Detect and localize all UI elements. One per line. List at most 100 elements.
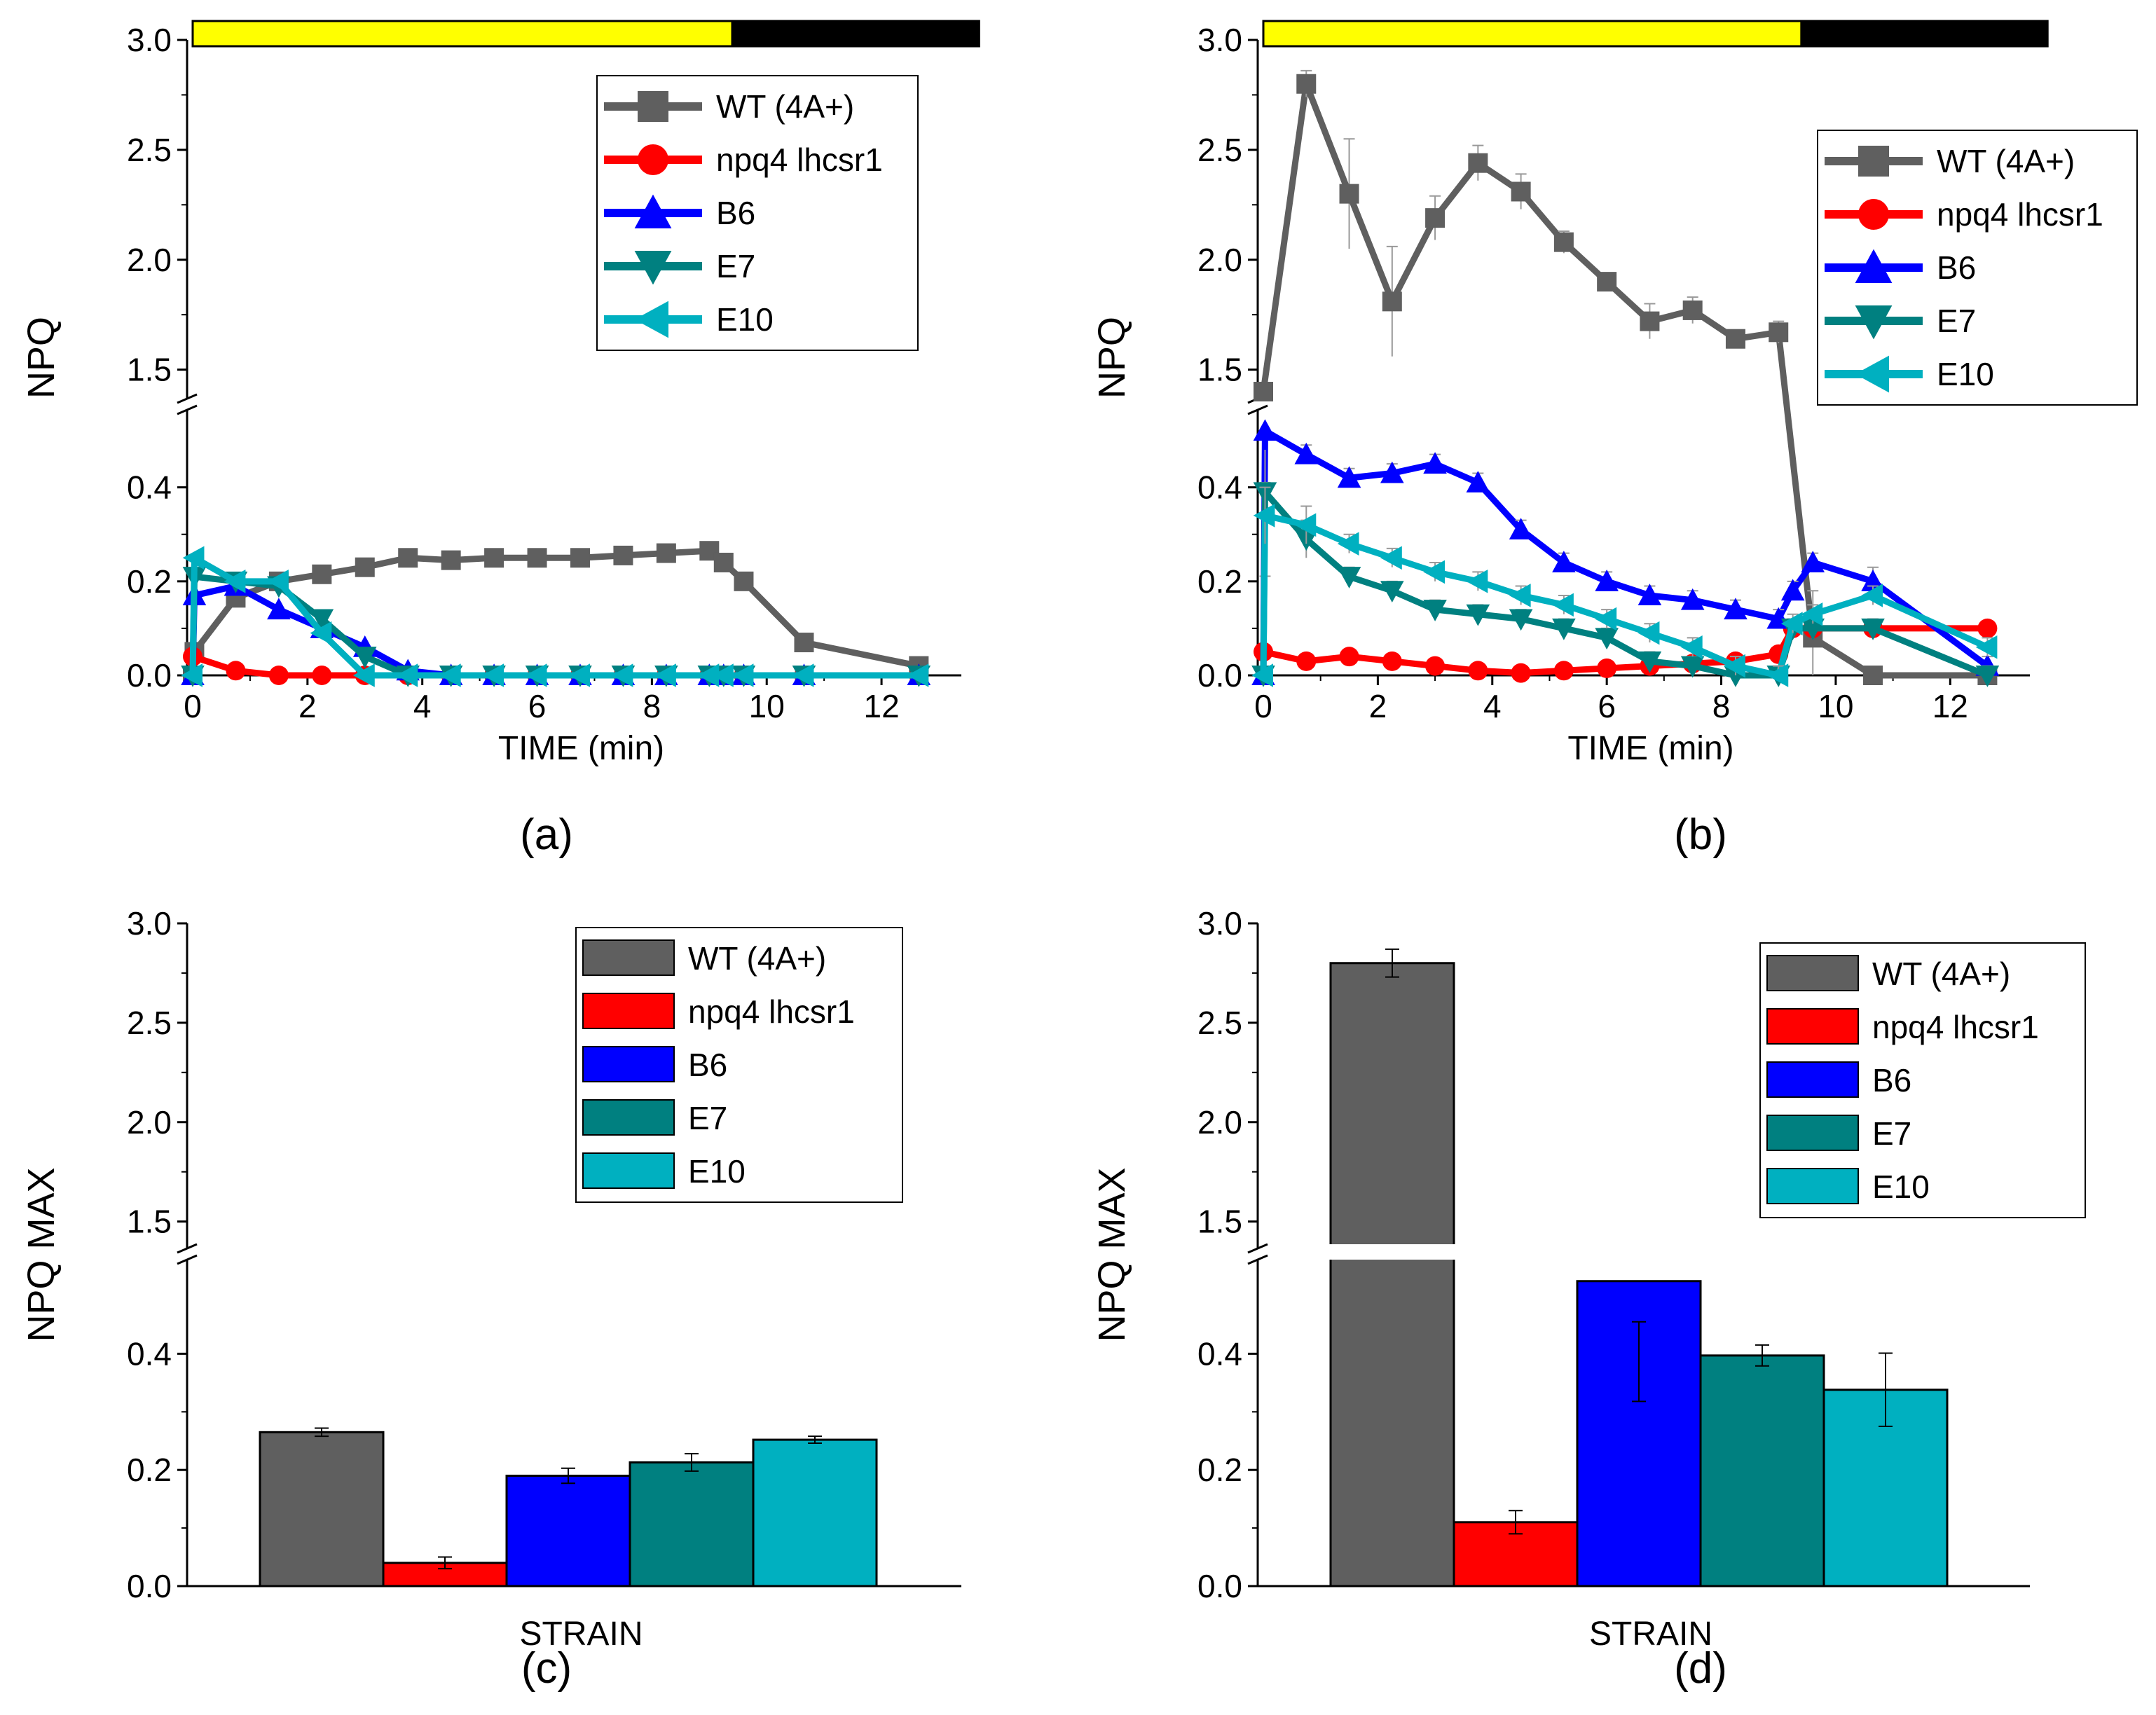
marker-square bbox=[1863, 666, 1883, 685]
marker-triangle-left bbox=[907, 663, 929, 687]
marker-triangle-left bbox=[654, 663, 676, 687]
legend-swatch bbox=[1766, 1061, 1859, 1098]
legend-label: WT (4A+) bbox=[716, 88, 854, 125]
y-axis-label: NPQ MAX bbox=[1091, 1167, 1133, 1342]
y-tick-label: 0.2 bbox=[1197, 1452, 1242, 1488]
y-tick-label: 2.0 bbox=[127, 242, 172, 278]
marker-triangle-down bbox=[634, 251, 672, 285]
y-tick-label: 0.0 bbox=[1197, 657, 1242, 694]
marker-triangle-left bbox=[1337, 532, 1359, 556]
marker-circle bbox=[1597, 658, 1617, 678]
marker-triangle-up bbox=[1724, 598, 1748, 620]
y-tick-label: 0.4 bbox=[1197, 1335, 1242, 1372]
legend-swatch bbox=[582, 1099, 675, 1136]
y-tick-label: 1.5 bbox=[1197, 352, 1242, 388]
marker-triangle-left bbox=[1509, 584, 1531, 607]
legend-label: E10 bbox=[1937, 356, 1994, 392]
marker-triangle-left bbox=[1380, 546, 1402, 570]
y-tick-label: 0.2 bbox=[127, 1452, 172, 1488]
bar-e7 bbox=[1699, 1354, 1825, 1587]
marker-triangle-up bbox=[1509, 518, 1533, 540]
marker-triangle-up bbox=[1595, 570, 1619, 591]
legend-label: npq4 lhcsr1 bbox=[1872, 1009, 2039, 1045]
panel-label: (a) bbox=[520, 811, 573, 859]
bar-wt-4a- bbox=[259, 1431, 385, 1587]
marker-square bbox=[484, 548, 504, 568]
marker-triangle-up bbox=[1337, 466, 1361, 488]
panel-label: (d) bbox=[1674, 1644, 1727, 1693]
y-tick-label: 0.0 bbox=[1197, 1568, 1242, 1604]
legend-label: E10 bbox=[716, 301, 774, 338]
marker-triangle-left bbox=[611, 663, 633, 687]
legend-label: E7 bbox=[1937, 303, 1976, 339]
marker-circle bbox=[1339, 647, 1359, 667]
marker-triangle-up bbox=[1855, 249, 1893, 283]
legend-swatch bbox=[1766, 1168, 1859, 1204]
marker-square bbox=[1597, 272, 1617, 292]
marker-triangle-left bbox=[1801, 602, 1823, 626]
y-tick-label: 2.5 bbox=[127, 132, 172, 168]
marker-square bbox=[1769, 322, 1789, 343]
marker-circle bbox=[1425, 656, 1446, 676]
marker-circle bbox=[1977, 618, 1998, 638]
x-tick-label: 6 bbox=[528, 688, 547, 724]
legend-label: npq4 lhcsr1 bbox=[688, 993, 855, 1030]
x-axis-label: TIME (min) bbox=[498, 730, 664, 767]
y-tick-label: 1.5 bbox=[127, 1204, 172, 1240]
marker-square bbox=[794, 633, 814, 653]
marker-square bbox=[1339, 184, 1359, 204]
bar-e10 bbox=[752, 1438, 878, 1587]
marker-circle bbox=[1553, 661, 1574, 681]
marker-triangle-left bbox=[182, 546, 205, 570]
series-e10 bbox=[1251, 486, 1998, 687]
light-period-bar bbox=[1262, 20, 1803, 48]
marker-square bbox=[355, 557, 375, 577]
marker-square bbox=[638, 91, 668, 122]
marker-triangle-left bbox=[224, 570, 246, 593]
legend-swatch bbox=[582, 939, 675, 976]
marker-triangle-left bbox=[1253, 504, 1275, 528]
marker-circle bbox=[268, 666, 289, 685]
marker-triangle-left bbox=[1552, 593, 1574, 617]
series-line bbox=[1260, 81, 1988, 679]
marker-triangle-left bbox=[634, 301, 668, 338]
marker-triangle-left bbox=[352, 663, 375, 687]
bar-break-gap bbox=[1328, 1244, 1457, 1260]
y-tick-label: 2.5 bbox=[1197, 1005, 1242, 1041]
marker-triangle-up bbox=[1466, 471, 1490, 493]
y-tick-label: 3.0 bbox=[1197, 22, 1242, 58]
marker-triangle-up bbox=[1253, 419, 1277, 441]
y-axis-label: NPQ bbox=[1091, 317, 1133, 399]
marker-square bbox=[613, 545, 633, 565]
marker-circle bbox=[312, 666, 332, 685]
panel-a: 0.0 0.2 0.4 1.5 2.0 2.5 3.0 NPQ 0 2 4 6 8 10 12 TIME (m… bbox=[20, 20, 980, 859]
x-tick-label: 12 bbox=[863, 688, 899, 724]
marker-square bbox=[1725, 329, 1745, 349]
marker-triangle-left bbox=[697, 663, 720, 687]
y-tick-label: 3.0 bbox=[127, 22, 172, 58]
legend-label: B6 bbox=[688, 1047, 727, 1083]
marker-square bbox=[1468, 153, 1488, 173]
marker-triangle-left bbox=[1637, 621, 1660, 645]
legend-label: E7 bbox=[688, 1100, 727, 1136]
legend-label: WT (4A+) bbox=[1872, 956, 2010, 992]
y-tick-label: 3.0 bbox=[1197, 905, 1242, 942]
y-axis-label: NPQ MAX bbox=[20, 1167, 62, 1342]
legend-swatch bbox=[1766, 1115, 1859, 1151]
marker-triangle-left bbox=[568, 663, 590, 687]
y-tick-label: 2.0 bbox=[127, 1104, 172, 1141]
marker-triangle-up bbox=[1801, 551, 1825, 572]
axis-break-mark bbox=[177, 393, 198, 404]
axis-break-mark bbox=[1247, 1254, 1268, 1265]
x-tick-label: 2 bbox=[1369, 688, 1387, 724]
marker-square bbox=[570, 548, 590, 568]
y-tick-label: 0.4 bbox=[127, 1335, 172, 1372]
marker-triangle-up bbox=[267, 598, 291, 620]
marker-triangle-down bbox=[1423, 600, 1447, 621]
y-tick-label: 2.5 bbox=[1197, 132, 1242, 168]
marker-circle bbox=[226, 661, 246, 681]
series-b6 bbox=[1251, 419, 2000, 685]
dark-period-bar bbox=[731, 20, 980, 48]
x-tick-label: 10 bbox=[749, 688, 785, 724]
series-e10 bbox=[181, 546, 929, 687]
